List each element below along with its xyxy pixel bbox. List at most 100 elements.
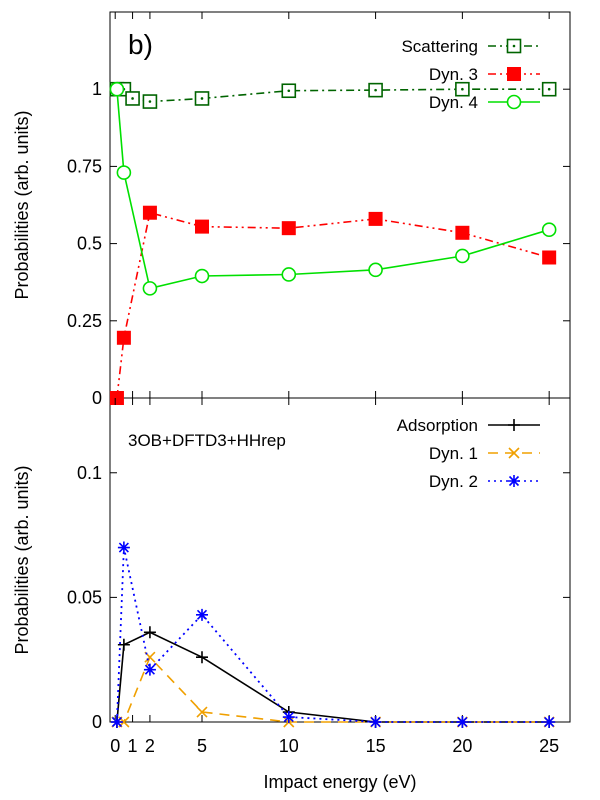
xtick-label-2: 2 xyxy=(145,736,155,756)
legend-marker-scattering xyxy=(506,38,522,54)
data-point-dyn-2-1 xyxy=(117,541,130,554)
data-point-dyn-3-3 xyxy=(195,219,209,234)
legend-marker-dyn-4-shape xyxy=(506,94,522,110)
xtick-label-1: 1 xyxy=(128,736,138,756)
data-point-dyn-4-4-shape xyxy=(281,267,297,282)
data-point-dyn-3-5 xyxy=(368,211,383,226)
bottom-y-axis-label: Probabilities (arb. units) xyxy=(12,465,32,654)
xtick-label-4: 10 xyxy=(279,736,299,756)
data-point-dyn-3-0-shape xyxy=(109,391,124,405)
data-point-dyn-3-3-shape xyxy=(195,219,209,234)
data-point-scattering-6-dot xyxy=(374,88,377,92)
data-point-dyn-3-2 xyxy=(142,205,157,220)
data-point-dyn-3-6-shape xyxy=(455,225,470,240)
legend-label-dyn-1: Dyn. 1 xyxy=(429,444,478,463)
data-point-dyn-2-0 xyxy=(110,716,123,728)
data-point-scattering-5-dot xyxy=(287,89,291,93)
bottom-ytick-label-2: 0.1 xyxy=(77,463,102,483)
data-point-dyn-4-6 xyxy=(455,248,470,264)
legend-marker-dyn-3 xyxy=(507,67,521,81)
data-point-dyn-1-3-shape xyxy=(196,706,208,718)
legend-label-scattering: Scattering xyxy=(401,37,478,56)
legend-marker-dyn-3-shape xyxy=(507,67,521,81)
data-point-scattering-7 xyxy=(455,81,470,97)
data-point-dyn-2-3-shape xyxy=(196,608,208,621)
data-point-scattering-2-dot xyxy=(131,97,134,100)
data-point-dyn-2-7 xyxy=(543,716,556,728)
legend-label-dyn-3: Dyn. 3 xyxy=(429,65,478,84)
data-point-adsorption-1-shape xyxy=(117,638,130,651)
data-point-scattering-8-dot xyxy=(547,87,551,91)
data-point-dyn-3-1 xyxy=(116,330,131,345)
data-point-dyn-3-2-shape xyxy=(142,205,157,220)
data-point-dyn-2-3 xyxy=(196,608,208,621)
top-y-axis-label: Probabilities (arb. units) xyxy=(12,110,32,299)
data-point-scattering-2 xyxy=(125,91,140,106)
data-point-scattering-3 xyxy=(142,94,158,109)
data-point-dyn-3-4-shape xyxy=(281,221,296,236)
data-point-dyn-2-6 xyxy=(456,716,469,728)
data-point-dyn-4-3-shape xyxy=(194,268,210,284)
data-point-dyn-2-0-shape xyxy=(110,716,123,728)
top-ytick-label-1: 0.25 xyxy=(67,311,102,331)
data-point-dyn-4-2 xyxy=(142,281,158,296)
data-point-dyn-4-0-shape xyxy=(109,81,125,97)
data-point-scattering-7-dot xyxy=(461,87,464,91)
data-point-dyn-4-1 xyxy=(116,165,132,180)
xtick-label-3: 5 xyxy=(197,736,207,756)
data-point-dyn-3-6 xyxy=(455,225,470,240)
data-point-dyn-2-4 xyxy=(282,711,295,724)
data-point-dyn-4-7 xyxy=(541,222,557,238)
top-ytick-label-0: 0 xyxy=(92,388,102,408)
top-ytick-label-4: 1 xyxy=(92,79,102,99)
series-line-dyn-1 xyxy=(116,655,550,723)
data-point-dyn-4-6-shape xyxy=(455,248,470,264)
data-point-dyn-2-5 xyxy=(369,716,382,728)
panel-annotation: 3OB+DFTD3+HHrep xyxy=(128,431,286,450)
xtick-label-0: 0 xyxy=(110,736,120,756)
xtick-label-7: 25 xyxy=(539,736,559,756)
data-point-adsorption-2-shape xyxy=(143,626,156,639)
legend-label-dyn-2: Dyn. 2 xyxy=(429,472,478,491)
data-point-dyn-4-0 xyxy=(109,81,125,97)
chart-marks: 0 0.25 0.5 0.75 1 Scattering Dyn. 3 Dyn. 4 0 0.05… xyxy=(67,12,570,756)
data-point-dyn-4-5-shape xyxy=(368,262,383,278)
data-point-dyn-3-5-shape xyxy=(368,211,383,226)
data-point-scattering-8 xyxy=(541,81,557,97)
data-point-scattering-4 xyxy=(194,91,210,106)
data-point-dyn-3-1-shape xyxy=(116,330,131,345)
data-point-dyn-2-1-shape xyxy=(117,541,130,554)
data-point-dyn-2-2-shape xyxy=(143,663,156,676)
data-point-dyn-2-5-shape xyxy=(369,716,382,728)
data-point-scattering-5 xyxy=(281,83,297,99)
top-ytick-label-3: 0.75 xyxy=(67,156,102,176)
data-point-dyn-4-3 xyxy=(194,268,210,284)
top-ytick-label-2: 0.5 xyxy=(77,234,102,254)
data-point-dyn-4-5 xyxy=(368,262,383,278)
legend-marker-dyn-2 xyxy=(508,475,520,487)
series-line-dyn-4 xyxy=(116,89,550,290)
legend-marker-dyn-1 xyxy=(508,447,520,459)
data-point-adsorption-1 xyxy=(117,638,130,651)
data-point-dyn-4-2-shape xyxy=(142,281,158,296)
bottom-ytick-label-0: 0 xyxy=(92,712,102,732)
data-point-dyn-2-2 xyxy=(143,663,156,676)
data-point-dyn-4-4 xyxy=(281,267,297,282)
legend-marker-dyn-1-shape xyxy=(508,447,520,459)
data-point-adsorption-2 xyxy=(143,626,156,639)
data-point-dyn-4-7-shape xyxy=(541,222,557,238)
legend-label-dyn-4: Dyn. 4 xyxy=(429,93,478,112)
data-point-adsorption-3 xyxy=(196,651,208,664)
data-point-scattering-6 xyxy=(368,82,383,98)
legend-marker-adsorption-shape xyxy=(508,419,520,431)
data-point-dyn-3-4 xyxy=(281,221,296,236)
data-point-adsorption-3-shape xyxy=(196,651,208,664)
panel-label: b) xyxy=(128,29,153,60)
data-point-dyn-1-3 xyxy=(196,706,208,718)
data-point-dyn-4-1-shape xyxy=(116,165,132,180)
data-point-dyn-2-6-shape xyxy=(456,716,469,728)
legend-marker-scattering-dot xyxy=(512,44,516,48)
data-point-dyn-3-7-shape xyxy=(542,250,557,265)
